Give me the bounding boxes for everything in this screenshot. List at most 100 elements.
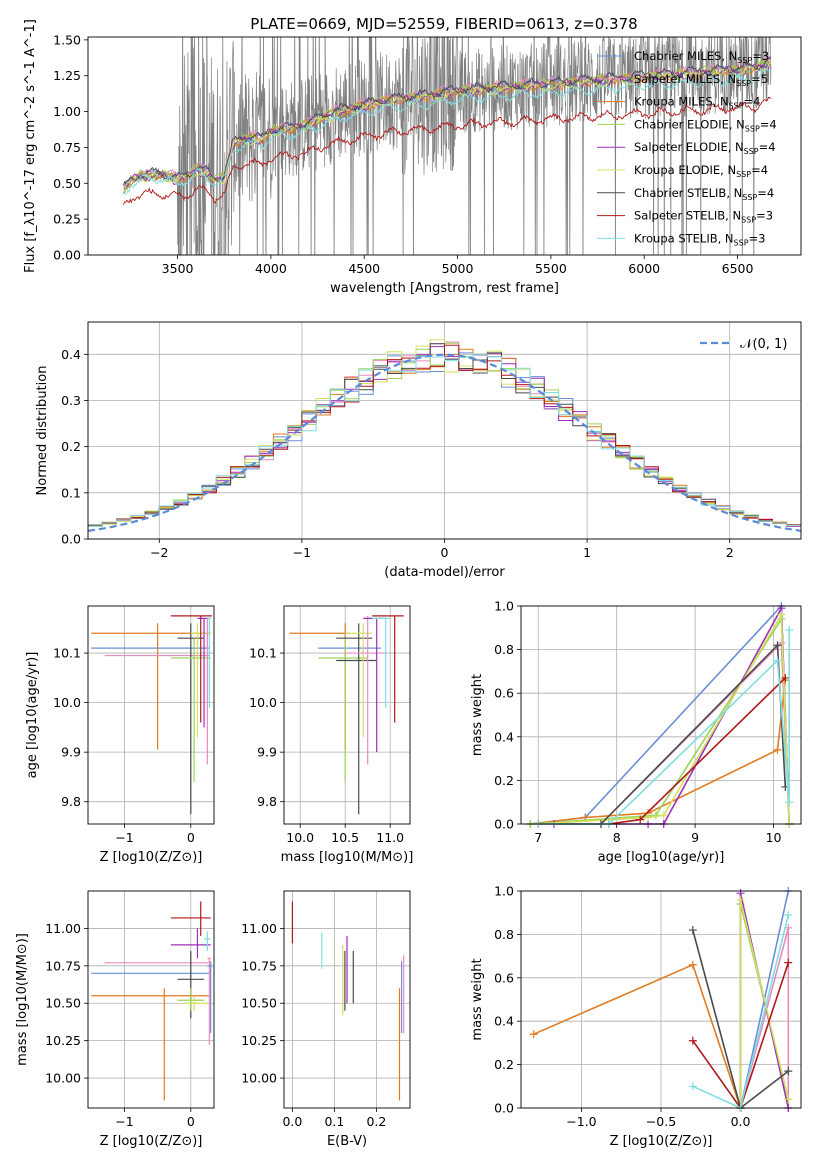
- x-tick-label: 10.0: [286, 830, 314, 845]
- errorbar-plot: [289, 615, 404, 815]
- axes-frame: [87, 321, 802, 540]
- mass-weight-marker: [688, 960, 697, 969]
- y-tick-label: 0.25: [53, 212, 81, 227]
- y-tick-label: 1.0: [494, 599, 514, 614]
- mass-weight-marker: [784, 958, 793, 967]
- x-axis-label: mass [log10(M/M⊙)]: [281, 850, 414, 865]
- x-tick-label: 0: [187, 830, 195, 845]
- x-axis-label: Z [log10(Z/Z⊙)]: [100, 850, 203, 865]
- mass-vs-Z-panel: −1 0 10.00 10.25 10.50 10.75 11.00 Z [log10(Z/Z…: [15, 890, 215, 1149]
- errorbar-plot: [91, 615, 213, 815]
- x-tick-label: 0.0: [282, 1114, 302, 1129]
- y-tick-label: 0.8: [494, 642, 514, 657]
- histogram-step: [88, 353, 801, 529]
- y-tick-label: 0.0: [494, 1101, 514, 1116]
- x-tick-label: 0: [187, 1114, 195, 1129]
- axes-frame: [87, 36, 802, 256]
- histogram-plot: [88, 339, 801, 532]
- y-tick-label: 0.6: [494, 686, 514, 701]
- y-tick-label: 10.75: [241, 958, 277, 973]
- mass-weight-marker: [781, 673, 790, 682]
- axes-frame: [87, 605, 215, 825]
- y-tick-label: 1.0: [494, 884, 514, 899]
- mass-weight-marker: [773, 641, 782, 650]
- mass-weight-marker: [777, 610, 786, 619]
- axes-frame: [520, 890, 802, 1109]
- y-tick-label: 0.4: [494, 729, 514, 744]
- mass-weight-marker: [688, 1082, 697, 1091]
- model-spectrum-line: [123, 64, 772, 193]
- legend-entry: Chabrier STELIB, NSSP=4: [634, 186, 774, 202]
- y-axis-label: mass [log10(M/M⊙)]: [15, 933, 30, 1066]
- y-tick-label: 10.50: [241, 996, 277, 1011]
- x-tick-label: 8: [613, 830, 621, 845]
- mass-weight-marker: [529, 1030, 538, 1039]
- y-axis-label: mass weight: [470, 674, 485, 756]
- mass-weight-marker: [688, 926, 697, 935]
- residuals-panel: −2 −1 0 1 2 0.0 0.1 0.2 0.3 0.4 (data-model)/error…: [35, 321, 802, 580]
- y-tick-label: 10.25: [241, 1033, 277, 1048]
- legend-entry: Kroupa ELODIE, NSSP=4: [634, 163, 768, 179]
- y-tick-label: 10.0: [249, 695, 277, 710]
- mass-weight-marker: [636, 815, 645, 824]
- mass-weight-marker: [659, 811, 668, 820]
- mass-weight-marker: [644, 813, 653, 822]
- y-tick-label: 11.00: [45, 921, 81, 936]
- mass-weight-marker: [784, 1095, 793, 1104]
- model-spectrum-line: [123, 68, 772, 195]
- spectrum-title: PLATE=0669, MJD=52559, FIBERID=0613, z=0…: [250, 15, 637, 33]
- x-axis-label: Z [log10(Z/Z⊙)]: [100, 1134, 203, 1149]
- y-tick-label: 10.1: [249, 646, 277, 661]
- y-axis-label: mass weight: [470, 958, 485, 1040]
- spectrum-panel: 3500 4000 4500 5000 5500 6000 6500 0.00 0.25 0.50…: [23, 19, 802, 296]
- x-tick-label: −1: [115, 1114, 133, 1129]
- legend-entry: Kroupa STELIB, NSSP=3: [634, 231, 765, 247]
- errorbar-plot: [291, 901, 405, 1101]
- y-tick-label: 1.25: [53, 68, 81, 83]
- spectrum-plot: [123, 37, 772, 255]
- errorbar-plot: [91, 901, 213, 1101]
- data-spectrum: [123, 37, 772, 255]
- axes-frame: [283, 890, 411, 1109]
- x-tick-label: −1.0: [566, 1114, 596, 1129]
- y-tick-label: 0.75: [53, 140, 81, 155]
- y-tick-label: 0.4: [494, 1014, 514, 1029]
- legend-entry: 𝒩(0, 1): [740, 337, 787, 352]
- x-tick-label: 1: [583, 545, 591, 560]
- y-tick-label: 0.50: [53, 176, 81, 191]
- x-axis-label: Z [log10(Z/Z⊙)]: [610, 1134, 713, 1149]
- legend-entry: Salpeter STELIB, NSSP=3: [634, 209, 773, 225]
- legend-entry: Salpeter MILES, NSSP=5: [634, 72, 768, 88]
- y-tick-label: 0.1: [61, 485, 81, 500]
- legend-entry: Salpeter ELODIE, NSSP=4: [634, 140, 776, 156]
- normal-curve: [88, 353, 801, 532]
- x-tick-label: 6000: [628, 261, 660, 276]
- mass-weight-marker: [773, 656, 782, 665]
- axes-frame: [283, 605, 411, 825]
- mass-weight-marker: [785, 798, 794, 807]
- legend-entry: Chabrier ELODIE, NSSP=4: [634, 117, 777, 133]
- mass-weight-marker: [784, 910, 793, 919]
- age-vs-Z-panel: −1 0 9.8 9.9 10.0 10.1 Z [log10(Z/Z⊙)] age [log…: [25, 605, 215, 865]
- x-tick-label: 0.1: [324, 1114, 344, 1129]
- y-tick-label: 0.0: [61, 532, 81, 547]
- x-axis-label: E(B-V): [327, 1134, 367, 1149]
- y-tick-label: 10.0: [53, 695, 81, 710]
- y-tick-label: 9.9: [61, 745, 81, 760]
- age-vs-mass-panel: 10.0 10.5 11.0 9.8 9.9 10.0 10.1 mass [log10(M/…: [249, 605, 414, 865]
- x-axis-label: (data-model)/error: [384, 565, 505, 580]
- mass-weight-marker: [785, 625, 794, 634]
- mass-weight-marker: [688, 1036, 697, 1045]
- y-axis-label: Normed distribution: [35, 366, 50, 496]
- x-tick-label: −1: [293, 545, 311, 560]
- axes-frame: [520, 605, 802, 825]
- x-tick-label: 7: [534, 830, 542, 845]
- x-tick-label: 10.5: [331, 830, 359, 845]
- massweight-vs-age-panel: 7 8 9 10 0.0 0.2 0.4 0.6 0.8 1.0 age [log10(age/yr…: [470, 599, 802, 865]
- x-tick-label: −2: [150, 545, 168, 560]
- y-tick-label: 0.2: [494, 1057, 514, 1072]
- x-tick-label: −1: [115, 830, 133, 845]
- y-tick-label: 9.9: [257, 745, 277, 760]
- y-tick-label: 1.50: [53, 32, 81, 47]
- y-tick-label: 11.00: [241, 921, 277, 936]
